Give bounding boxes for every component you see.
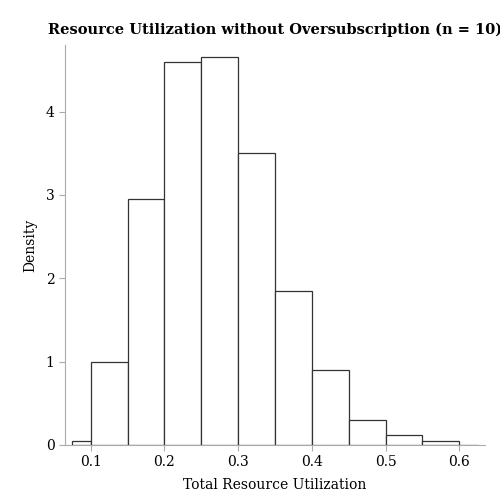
Bar [202,58,238,445]
Bar [164,62,202,445]
Bar [91,362,128,445]
X-axis label: Total Resource Utilization: Total Resource Utilization [184,478,366,492]
Bar [312,370,348,445]
Y-axis label: Density: Density [24,218,38,272]
Bar [238,154,275,445]
Bar [72,441,91,445]
Bar [275,291,312,445]
Bar [128,199,164,445]
Bar [348,420,386,445]
Title: Resource Utilization without Oversubscription (n = 10): Resource Utilization without Oversubscri… [48,22,500,37]
Bar [386,435,422,445]
Bar [422,441,459,445]
